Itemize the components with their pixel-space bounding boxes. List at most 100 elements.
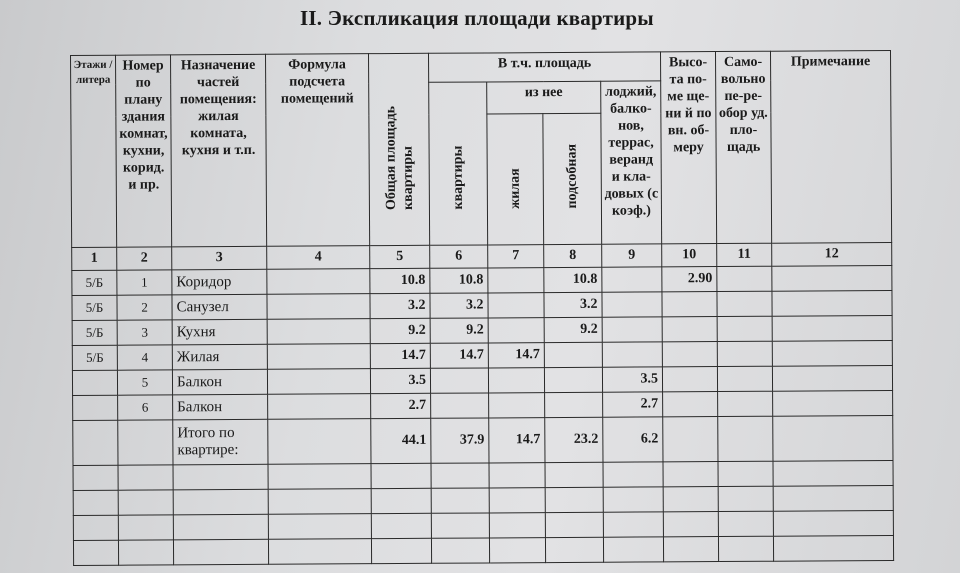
header-living: жилая [486,113,544,245]
empty-cell [603,486,664,513]
empty-cell [73,490,119,516]
room-number-cell: 6 [117,394,173,421]
empty-cell [371,463,432,489]
living-area-cell [488,317,545,343]
formula-cell [267,368,371,395]
header-apartment: квартиры [428,81,488,246]
empty-rows [73,460,894,566]
total-area: 44.1 [370,418,432,464]
empty-cell [489,512,546,538]
empty-cell [268,513,372,540]
formula-cell [266,268,370,295]
note-cell [772,365,893,392]
header-of-which: из нее [486,81,601,114]
floor-cell [72,370,118,396]
unauthorized-area-cell [717,366,773,392]
empty-cell [773,535,894,562]
column-number: 8 [543,244,602,268]
empty-cell [268,488,372,515]
column-number: 3 [171,246,267,270]
empty-cell [431,512,490,539]
empty-cell [268,463,372,490]
empty-cell [118,489,174,516]
empty-cell [173,489,269,515]
empty-cell [544,462,604,488]
empty-cell [118,539,174,566]
total-auxiliary: 23.2 [544,417,603,463]
room-number-cell: 2 [116,294,173,321]
unauthorized-area-cell [716,291,773,317]
formula-cell [267,318,371,345]
empty-cell [489,487,546,513]
floor-cell: 5/Б [72,345,118,371]
total-area-cell: 2.7 [370,393,431,419]
column-number: 7 [487,244,544,268]
table-body: 5/Б 1 Коридор 10.8 10.8 10.8 2.90 5/Б 2 Санузел 3.… [71,265,893,421]
note-cell [772,315,893,342]
total-area-cell: 3.5 [370,368,431,394]
note-cell [772,340,893,367]
empty-cell [663,486,719,512]
empty-cell [431,462,490,489]
floor-cell: 5/Б [71,295,118,321]
empty-cell [545,487,604,513]
total-living: 14.7 [488,417,545,463]
formula-cell [267,393,371,420]
empty-cell [118,464,174,491]
explication-table: Этажи / литера Номер по плану здания ком… [70,50,894,566]
total-label: Итого по квартире: [172,419,269,465]
column-number: 10 [661,243,717,267]
header-formula: Формула подсчета помещений [265,53,370,247]
empty-cell [603,536,664,563]
empty-cell [773,510,894,537]
auxiliary-area-cell [544,342,603,368]
room-name-cell: Кухня [172,319,268,345]
column-number: 5 [369,245,430,269]
apartment-area-cell [430,367,489,394]
empty-cell [73,515,119,541]
ceiling-height-cell [662,316,718,342]
empty-cell [717,461,774,487]
empty-cell [173,514,269,540]
total-area-cell: 9.2 [370,318,431,344]
header-balconies: лоджий, балко-нов, террас, веранд и кла-… [600,80,662,245]
room-name-cell: Санузел [171,294,268,320]
empty-cell [488,462,546,488]
total-area-cell: 3.2 [369,293,431,319]
apartment-area-cell: 14.7 [430,342,489,369]
auxiliary-area-cell: 3.2 [543,292,603,318]
balcony-area-cell: 2.7 [602,391,663,418]
column-number: 6 [429,244,488,269]
auxiliary-area-cell [544,392,603,418]
balcony-area-cell [601,266,662,293]
empty-cell [545,512,604,538]
column-number: 2 [116,246,172,271]
unauthorized-area-cell [717,341,773,367]
total-area-cell: 14.7 [370,343,431,369]
column-number: 12 [771,242,892,267]
ceiling-height-cell [662,341,718,367]
ceiling-height-cell: 2.90 [661,266,717,292]
empty-cell [663,536,719,562]
column-number: 9 [601,243,662,268]
formula-cell [266,293,371,320]
empty-cell [603,511,664,538]
header-auxiliary: подсобная [542,113,602,245]
empty-cell [371,538,432,564]
total-balcony: 6.2 [602,416,663,463]
empty-cell [371,513,432,539]
unauthorized-area-cell [716,266,772,292]
note-cell [771,265,892,292]
formula-cell [267,343,371,370]
total-row: Итого по квартире: 44.1 37.9 14.7 23.2 6… [72,415,893,466]
apartment-area-cell: 10.8 [429,267,488,294]
header-plan-number: Номер по плану здания комнат, кухни, кор… [115,54,172,248]
note-cell [772,390,893,417]
empty-cell [662,461,719,487]
ceiling-height-cell [662,366,718,392]
living-area-cell [487,267,544,293]
auxiliary-area-cell [544,367,603,393]
empty-cell [663,511,719,537]
empty-row [73,535,894,566]
